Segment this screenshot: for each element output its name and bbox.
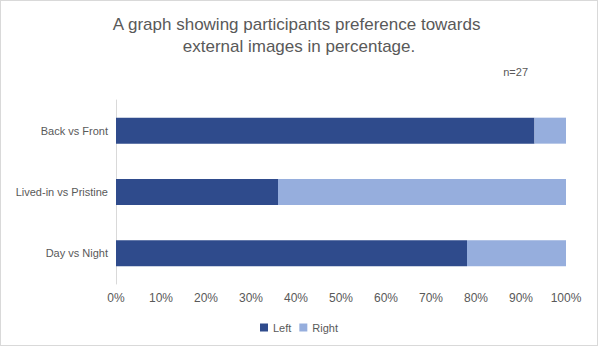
- svg-text:n=27: n=27: [503, 66, 528, 78]
- svg-text:50%: 50%: [329, 291, 353, 305]
- svg-text:100%: 100%: [551, 291, 582, 305]
- svg-text:0%: 0%: [107, 291, 125, 305]
- svg-text:10%: 10%: [149, 291, 173, 305]
- svg-text:80%: 80%: [464, 291, 488, 305]
- svg-text:20%: 20%: [194, 291, 218, 305]
- svg-text:Left: Left: [273, 322, 291, 334]
- svg-text:30%: 30%: [239, 291, 263, 305]
- svg-text:Day vs Night: Day vs Night: [46, 247, 108, 259]
- svg-text:A graph showing participants p: A graph showing participants preference …: [113, 15, 485, 34]
- svg-text:external images in percentage.: external images in percentage.: [183, 37, 415, 56]
- svg-text:Back vs Front: Back vs Front: [41, 125, 108, 137]
- svg-text:90%: 90%: [509, 291, 533, 305]
- svg-text:Lived-in vs Pristine: Lived-in vs Pristine: [16, 186, 108, 198]
- svg-text:40%: 40%: [284, 291, 308, 305]
- svg-text:70%: 70%: [419, 291, 443, 305]
- svg-text:Right: Right: [312, 322, 338, 334]
- svg-text:60%: 60%: [374, 291, 398, 305]
